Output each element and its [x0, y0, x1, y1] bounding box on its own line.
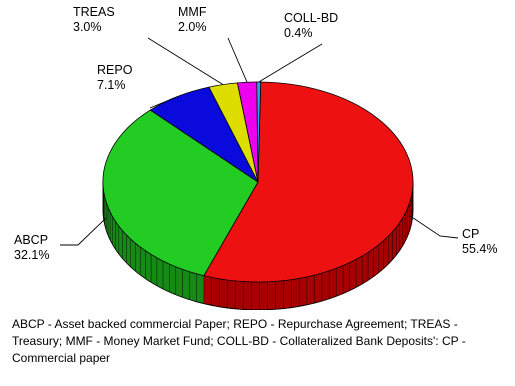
pie-side-cp	[267, 281, 276, 310]
pie-side-abcp	[182, 269, 190, 300]
pie-side-abcp	[126, 234, 131, 268]
pie-side-cp	[291, 278, 300, 308]
leader-line-repo	[149, 96, 178, 109]
pie-side-cp	[355, 255, 363, 288]
pie-side-abcp	[156, 257, 164, 290]
pie-side-abcp	[118, 225, 123, 259]
slice-label-coll-bd: COLL-BD	[284, 11, 338, 25]
pie-side-cp	[219, 278, 228, 309]
pie-side-cp	[250, 281, 260, 310]
slice-label-cp: CP	[462, 227, 479, 241]
slice-value-cp: 55.4%	[462, 242, 497, 256]
pie-side-cp	[342, 262, 350, 294]
legend-caption: ABCP - Asset backed commercial Paper; RE…	[12, 317, 466, 365]
slice-value-mmf: 2.0%	[178, 20, 207, 34]
pie-side-cp	[367, 248, 374, 281]
leader-line-mmf	[227, 37, 248, 83]
pie-side-abcp	[135, 242, 141, 276]
pie-side-cp	[349, 259, 357, 291]
pie-side-cp	[275, 280, 284, 310]
leader-line-coll-bd	[258, 43, 323, 83]
slice-label-repo: REPO	[97, 63, 133, 77]
slice-label-treas: TREAS	[73, 5, 115, 19]
pie-side-abcp	[189, 271, 197, 303]
pie-side-cp	[306, 274, 315, 306]
pie-side-cp	[399, 217, 403, 252]
pie-side-cp	[203, 275, 212, 306]
pie-side-cp	[328, 268, 337, 300]
pie-side-cp	[298, 276, 308, 307]
pie-side-abcp	[130, 238, 136, 272]
pie-side-cp	[234, 280, 244, 310]
leader-line-treas	[147, 37, 224, 85]
pie-side-cp	[336, 265, 344, 297]
pie-side-cp	[378, 240, 384, 274]
pie-side-abcp	[175, 266, 183, 298]
slice-value-coll-bd: 0.4%	[284, 26, 313, 40]
pie-side-cp	[388, 231, 393, 265]
leader-line-cp	[410, 215, 459, 239]
pie-side-cp	[396, 221, 400, 256]
pie-side-cp	[242, 281, 252, 310]
pie-side-abcp	[145, 250, 152, 283]
leader-lines	[60, 37, 459, 246]
pie-side-cp	[392, 226, 397, 261]
pie-side-abcp	[115, 220, 119, 255]
slice-value-repo: 7.1%	[97, 78, 126, 92]
pie-side-cp	[259, 281, 268, 310]
pie-side-cp	[211, 277, 220, 308]
pie-slice-abcp	[102, 109, 259, 277]
pie-side-cp	[321, 270, 330, 302]
pie-rim	[102, 182, 414, 310]
pie-side-cp	[373, 244, 379, 277]
slice-value-treas: 3.0%	[73, 20, 102, 34]
pie-side-abcp	[196, 273, 205, 304]
pie-side-abcp	[162, 260, 170, 293]
pie-side-cp	[314, 272, 323, 304]
pie-side-abcp	[140, 246, 146, 280]
pie-side-abcp	[122, 229, 127, 264]
pie-side-cp	[362, 252, 369, 285]
slice-value-abcp: 32.1%	[14, 248, 49, 262]
pie-side-cp	[226, 279, 236, 310]
pie-slices	[102, 81, 414, 283]
leader-line-abcp	[60, 217, 107, 246]
pie-side-abcp	[150, 254, 158, 287]
pie-side-abcp	[169, 263, 176, 296]
pie-side-cp	[283, 279, 292, 309]
slice-label-abcp: ABCP	[14, 233, 48, 247]
slice-label-mmf: MMF	[178, 5, 207, 19]
pie-side-cp	[383, 235, 389, 269]
pie-slice-cp	[203, 81, 414, 283]
